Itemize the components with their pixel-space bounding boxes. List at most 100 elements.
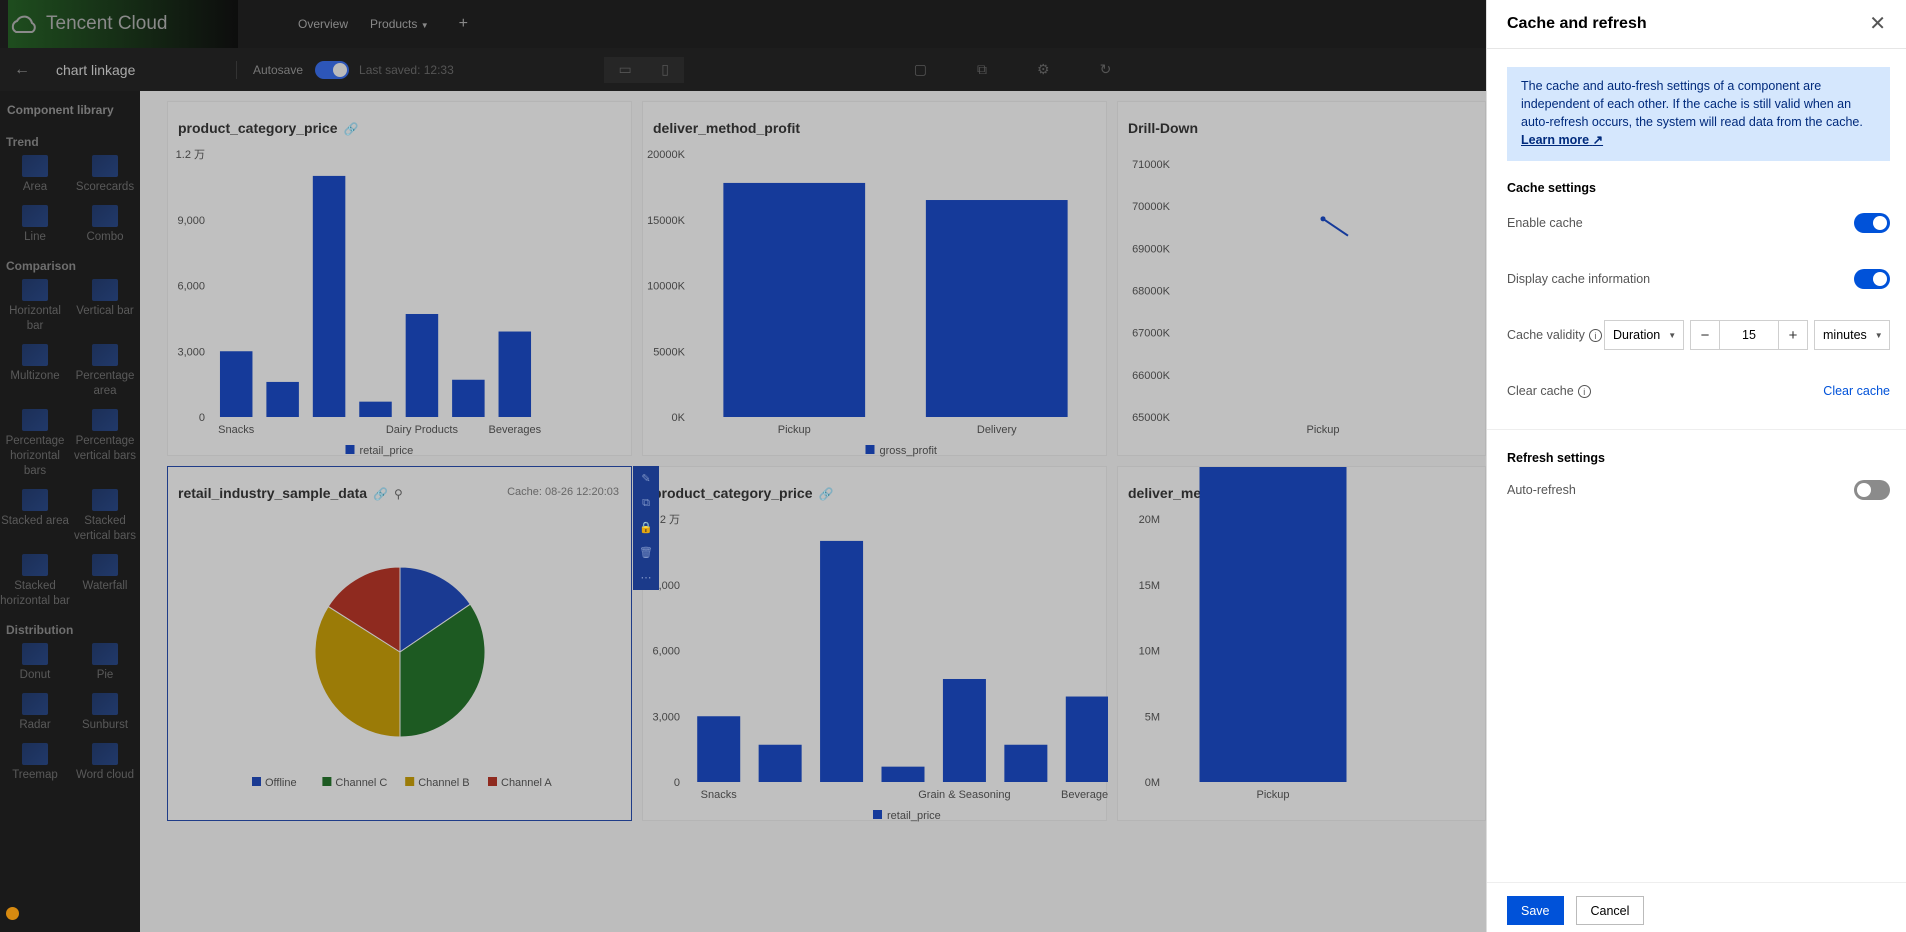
chart-type-icon	[92, 205, 118, 227]
chart-type-icon	[92, 155, 118, 177]
cache-refresh-panel: Cache and refresh ✕ The cache and auto-f…	[1486, 0, 1906, 932]
card-retail-industry-sample-data[interactable]: retail_industry_sample_data 🔗 ⚲ Cache: 08-…	[167, 466, 632, 821]
clear-cache-link[interactable]: Clear cache	[1823, 384, 1890, 398]
library-item[interactable]: Scorecards	[70, 155, 140, 195]
card-title-text: product_category_price	[178, 120, 338, 136]
bar	[359, 401, 392, 417]
y-tick-label: 10000K	[647, 281, 686, 293]
library-item-label: Percentage area	[75, 370, 135, 397]
card-title: retail_industry_sample_data 🔗 ⚲	[178, 485, 403, 501]
desktop-icon[interactable]: ▭	[618, 61, 632, 77]
library-item[interactable]: Stacked vertical bars	[70, 489, 140, 544]
library-item[interactable]: Horizontal bar	[0, 279, 70, 334]
lock-icon[interactable]: 🔒	[639, 522, 653, 535]
card-deliver-method-profit[interactable]: deliver_method_profit 0K 5000K 10000K 15000…	[642, 101, 1107, 457]
bar	[1004, 744, 1048, 782]
library-item-label: Scorecards	[75, 181, 135, 193]
enable-cache-toggle[interactable]	[1854, 213, 1890, 233]
library-grid: Donut Pie Radar Sunburst Treemap Word cloud	[0, 643, 140, 783]
validity-unit-select[interactable]: minutes ▼	[1814, 320, 1890, 350]
library-item[interactable]: Waterfall	[70, 554, 140, 609]
device-switch: ▭ ▯	[603, 56, 684, 83]
info-icon[interactable]: i	[1588, 329, 1602, 343]
card-title: product_category_price 🔗	[653, 485, 833, 501]
card-product-category-price[interactable]: product_category_price 🔗 0 3,000 6,000 9,000…	[167, 101, 632, 457]
copy-icon[interactable]: ⧉	[977, 61, 988, 77]
layout-icon[interactable]: ▢	[913, 61, 928, 77]
x-tick-label: Snacks	[701, 789, 738, 801]
library-item[interactable]: Stacked horizontal bar	[0, 554, 70, 609]
y-tick-label: 9,000	[177, 215, 205, 227]
library-section-heading: Trend	[6, 135, 39, 149]
library-item[interactable]: Stacked area	[0, 489, 70, 544]
chart-type-icon	[92, 743, 118, 765]
x-tick-label: Pickup	[778, 424, 811, 436]
library-item[interactable]: Word cloud	[70, 743, 140, 783]
save-button[interactable]: Save	[1507, 896, 1564, 925]
card-deliver-method-profit-2[interactable]: deliver_method_profit 0M5M10M15M20MPicku…	[1117, 466, 1486, 821]
add-tab-icon[interactable]: +	[458, 15, 468, 32]
library-item[interactable]: Treemap	[0, 743, 70, 783]
card-title: deliver_method_profit	[653, 120, 801, 136]
bar	[452, 379, 485, 417]
validity-value-input[interactable]: 15	[1742, 328, 1756, 342]
validity-type-select[interactable]: Duration ▼	[1604, 320, 1684, 350]
nav-products[interactable]: Products ▼	[370, 17, 429, 31]
delete-icon[interactable]: 🗑	[639, 547, 653, 560]
library-item[interactable]: Percentage area	[70, 344, 140, 399]
chart-profit-2: 0M 5M 10M 15M 20M Pickup	[1139, 467, 1347, 801]
help-dot-icon[interactable]	[6, 907, 19, 920]
y-tick-label: 69000K	[1132, 243, 1171, 255]
bar	[697, 716, 741, 782]
back-arrow-icon[interactable]: ←	[14, 60, 30, 78]
display-cache-info-toggle[interactable]	[1854, 269, 1890, 289]
card-product-category-price-2[interactable]: product_category_price 🔗 0 3,000 6,000 9,000…	[642, 466, 1108, 822]
card-drill-down[interactable]: Drill-Down 65000K 66000K 67000K 68000K 69000…	[1117, 101, 1486, 456]
library-item[interactable]: Area	[0, 155, 70, 195]
library-item[interactable]: Vertical bar	[70, 279, 140, 334]
card-title: Drill-Down	[1128, 120, 1198, 136]
minus-button[interactable]: −	[1691, 321, 1720, 349]
library-item[interactable]: Sunburst	[70, 693, 140, 733]
library-item[interactable]: Donut	[0, 643, 70, 683]
library-item[interactable]: Combo	[70, 205, 140, 245]
library-item[interactable]: Line	[0, 205, 70, 245]
library-item[interactable]: Percentage vertical bars	[70, 409, 140, 479]
brand-logo[interactable]: Tencent Cloud	[8, 0, 238, 48]
gear-icon[interactable]: ⚙	[1037, 61, 1050, 77]
legend-label: gross_profit	[880, 445, 937, 457]
panel-footer: Save Cancel	[1487, 882, 1906, 932]
legend-swatch	[322, 777, 332, 786]
legend-swatch	[345, 445, 355, 454]
library-item[interactable]: Percentage horizontal bars	[0, 409, 70, 479]
autosave-toggle[interactable]	[315, 60, 350, 79]
auto-refresh-toggle[interactable]	[1854, 480, 1890, 500]
mobile-icon[interactable]: ▯	[661, 61, 669, 77]
library-item-label: Combo	[86, 231, 124, 243]
panel-title: Cache and refresh	[1507, 15, 1647, 32]
refresh-icon[interactable]: ↻	[1099, 61, 1112, 77]
chart-type-icon	[22, 344, 48, 366]
close-icon[interactable]: ✕	[1869, 13, 1886, 35]
more-icon[interactable]: ⋯	[640, 572, 652, 585]
library-item-label: Multizone	[10, 370, 60, 382]
chart-type-icon	[92, 409, 118, 431]
dashboard-name[interactable]: chart linkage	[56, 61, 136, 78]
cancel-button[interactable]: Cancel	[1575, 896, 1645, 925]
nav-overview[interactable]: Overview	[298, 17, 349, 31]
y-tick-label: 65000K	[1132, 412, 1171, 424]
duplicate-icon[interactable]: ⧉	[642, 496, 650, 509]
edit-icon[interactable]: ✎	[641, 472, 651, 485]
plus-button[interactable]: +	[1778, 321, 1807, 349]
library-item[interactable]: Radar	[0, 693, 70, 733]
chart-gross-profit: 0K 5000K 10000K 15000K 20000K Pickup Delivery g…	[647, 149, 1068, 457]
learn-more-link[interactable]: Learn more ↗	[1521, 133, 1603, 147]
panel-header: Cache and refresh ✕	[1487, 0, 1906, 49]
legend-swatch	[873, 810, 882, 819]
library-item[interactable]: Pie	[70, 643, 140, 683]
info-icon[interactable]: i	[1577, 385, 1591, 399]
chart-type-icon	[92, 693, 118, 715]
library-item[interactable]: Multizone	[0, 344, 70, 399]
brand-name: Tencent Cloud	[46, 13, 168, 34]
